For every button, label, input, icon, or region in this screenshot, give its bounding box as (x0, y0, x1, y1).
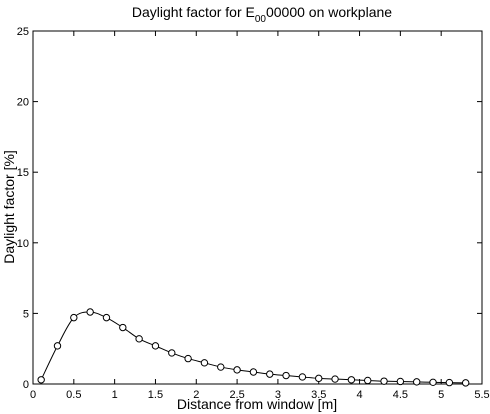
x-tick-label: 5 (438, 389, 444, 401)
data-point-marker (298, 373, 307, 381)
y-tick-label: 15 (17, 167, 29, 179)
data-point-marker (233, 366, 241, 374)
x-tick-label: 4 (356, 389, 362, 401)
x-tick-label: 3.5 (311, 389, 326, 401)
x-tick-label: 4.5 (393, 389, 408, 401)
data-point-marker (347, 376, 356, 384)
y-axis-label: Daylight factor [%] (1, 150, 17, 264)
data-point-marker (266, 370, 274, 378)
x-tick-label: 2 (193, 389, 199, 401)
y-tick-label: 25 (17, 26, 29, 38)
data-point-marker (168, 349, 176, 357)
x-tick-label: 3 (275, 389, 281, 401)
data-point-marker (86, 308, 94, 316)
chart-title-suffix: 00000 on workplane (266, 4, 392, 20)
data-point-marker (151, 342, 160, 350)
x-tick-label: 1 (112, 389, 118, 401)
data-point-marker (331, 375, 339, 383)
data-point-marker (102, 313, 111, 322)
data-point-marker (429, 378, 437, 387)
data-point-marker (412, 378, 421, 386)
data-point-marker (217, 363, 225, 371)
x-tick-label: 0.5 (66, 389, 81, 401)
y-tick-labels: 0 5 10 15 20 25 (17, 26, 29, 391)
data-point-marker (461, 379, 470, 387)
y-tick-label: 0 (23, 379, 29, 391)
x-tick-label: 0 (30, 389, 36, 401)
x-axis-label: Distance from window [m] (177, 396, 337, 412)
data-point-marker (200, 359, 209, 367)
data-point-marker (70, 313, 78, 322)
chart-title-subscript: 00 (255, 14, 267, 25)
data-point-marker (119, 323, 127, 332)
data-point-marker (135, 335, 143, 343)
data-point-marker (364, 376, 372, 385)
x-tick-label: 5.5 (474, 389, 489, 401)
x-tick-labels: 0 0.5 1 1.5 2 2.5 3 3.5 4 4.5 5 5.5 (30, 389, 490, 401)
x-tick-label: 1.5 (148, 389, 163, 401)
chart-title: Daylight factor for E0000000 on workplan… (132, 4, 392, 25)
chart-title-prefix: Daylight factor for E (132, 4, 255, 20)
plot-area (32, 30, 483, 385)
data-point-marker (315, 374, 323, 383)
data-point-marker (380, 377, 388, 385)
data-point-marker (184, 354, 192, 363)
y-tick-label: 20 (17, 97, 29, 109)
axis-ticks (32, 30, 483, 385)
y-tick-label: 10 (17, 238, 29, 250)
y-tick-label: 5 (23, 308, 29, 320)
data-point-marker (282, 371, 290, 380)
data-point-marker (53, 342, 62, 350)
x-tick-label: 2.5 (229, 389, 244, 401)
data-point-marker (249, 368, 258, 376)
series-markers (37, 308, 470, 387)
data-point-marker (396, 377, 405, 386)
data-point-marker (37, 376, 45, 384)
data-point-marker (445, 378, 454, 387)
